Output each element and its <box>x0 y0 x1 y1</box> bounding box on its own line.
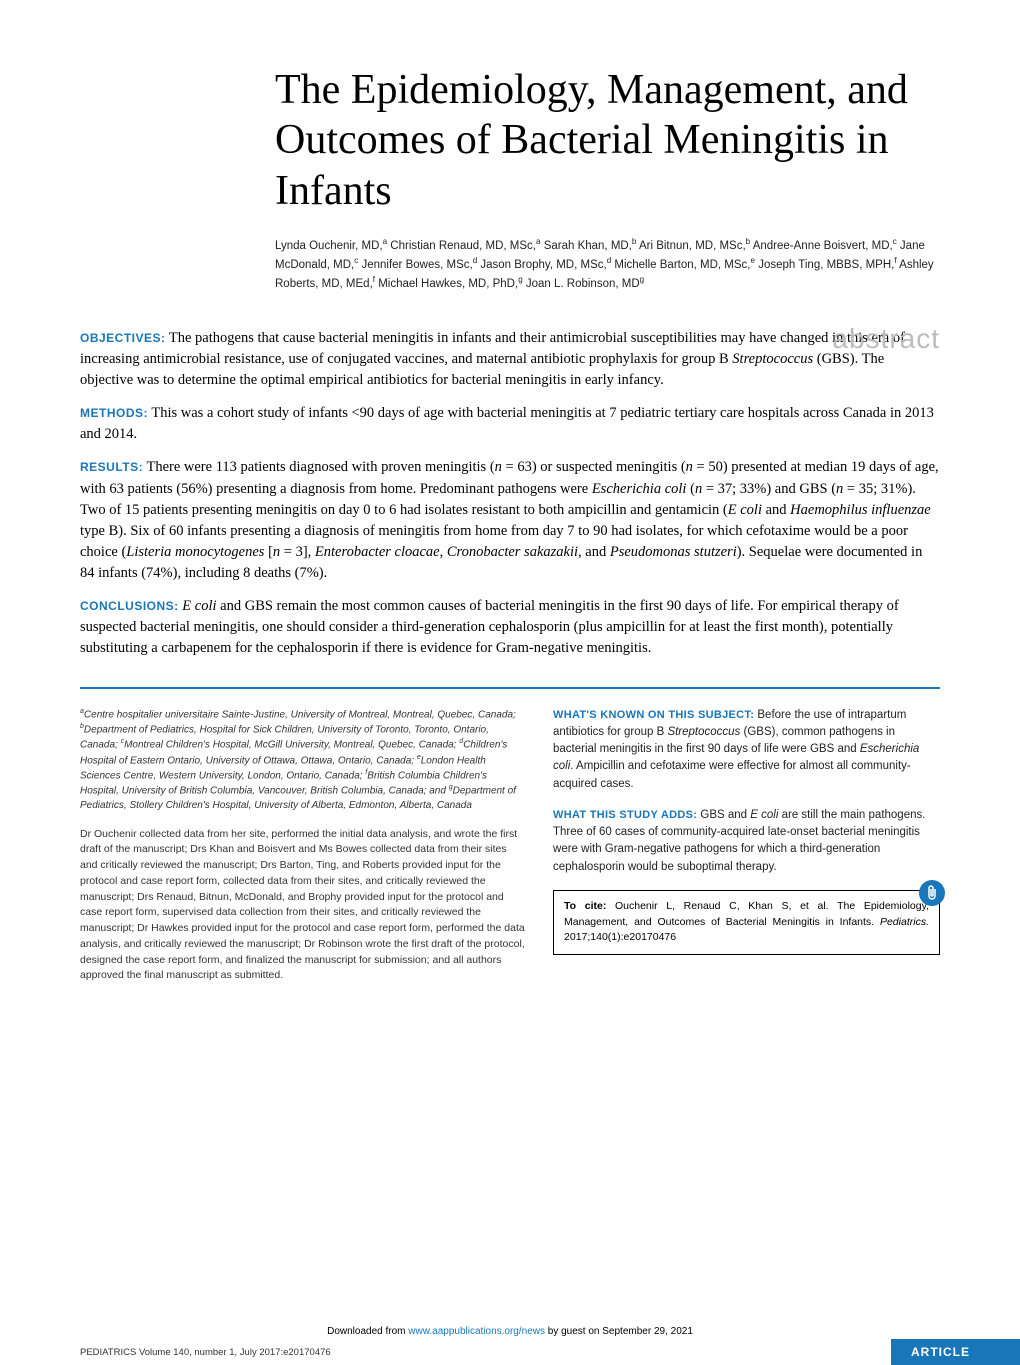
methods-text: This was a cohort study of infants <90 d… <box>80 405 934 442</box>
abstract-label: abstract <box>832 323 940 355</box>
methods-label: METHODS: <box>80 406 148 420</box>
methods-section: METHODS: This was a cohort study of infa… <box>80 403 940 445</box>
cite-label: To cite: <box>564 900 606 912</box>
whats-known-block: WHAT'S KNOWN ON THIS SUBJECT: Before the… <box>553 707 940 793</box>
conclusions-text: E coli and GBS remain the most common ca… <box>80 598 899 656</box>
what-adds-block: WHAT THIS STUDY ADDS: GBS and E coli are… <box>553 807 940 876</box>
journal-info: PEDIATRICS Volume 140, number 1, July 20… <box>0 1347 891 1358</box>
section-divider <box>80 687 940 689</box>
affiliations: aCentre hospitalier universitaire Sainte… <box>80 707 525 813</box>
results-text: There were 113 patients diagnosed with p… <box>80 459 939 580</box>
conclusions-label: CONCLUSIONS: <box>80 599 179 613</box>
article-type-badge: ARTICLE <box>891 1339 1020 1365</box>
whats-known-label: WHAT'S KNOWN ON THIS SUBJECT: <box>553 709 754 721</box>
cite-text: Ouchenir L, Renaud C, Khan S, et al. The… <box>564 900 929 944</box>
author-list: Lynda Ouchenir, MD,a Christian Renaud, M… <box>275 236 940 293</box>
download-info: Downloaded from www.aappublications.org/… <box>0 1326 1020 1339</box>
objectives-label: OBJECTIVES: <box>80 331 166 345</box>
page-footer: Downloaded from www.aappublications.org/… <box>0 1326 1020 1365</box>
results-section: RESULTS: There were 113 patients diagnos… <box>80 457 940 583</box>
download-link[interactable]: www.aappublications.org/news <box>408 1326 545 1337</box>
results-label: RESULTS: <box>80 460 143 474</box>
objectives-text: The pathogens that cause bacterial menin… <box>80 330 905 388</box>
objectives-section: OBJECTIVES: The pathogens that cause bac… <box>80 328 940 391</box>
citation-box: To cite: Ouchenir L, Renaud C, Khan S, e… <box>553 890 940 955</box>
what-adds-label: WHAT THIS STUDY ADDS: <box>553 809 697 821</box>
conclusions-section: CONCLUSIONS: E coli and GBS remain the m… <box>80 596 940 659</box>
attachment-icon[interactable] <box>919 880 945 906</box>
article-title: The Epidemiology, Management, and Outcom… <box>275 65 940 216</box>
author-contributions: Dr Ouchenir collected data from her site… <box>80 827 525 985</box>
